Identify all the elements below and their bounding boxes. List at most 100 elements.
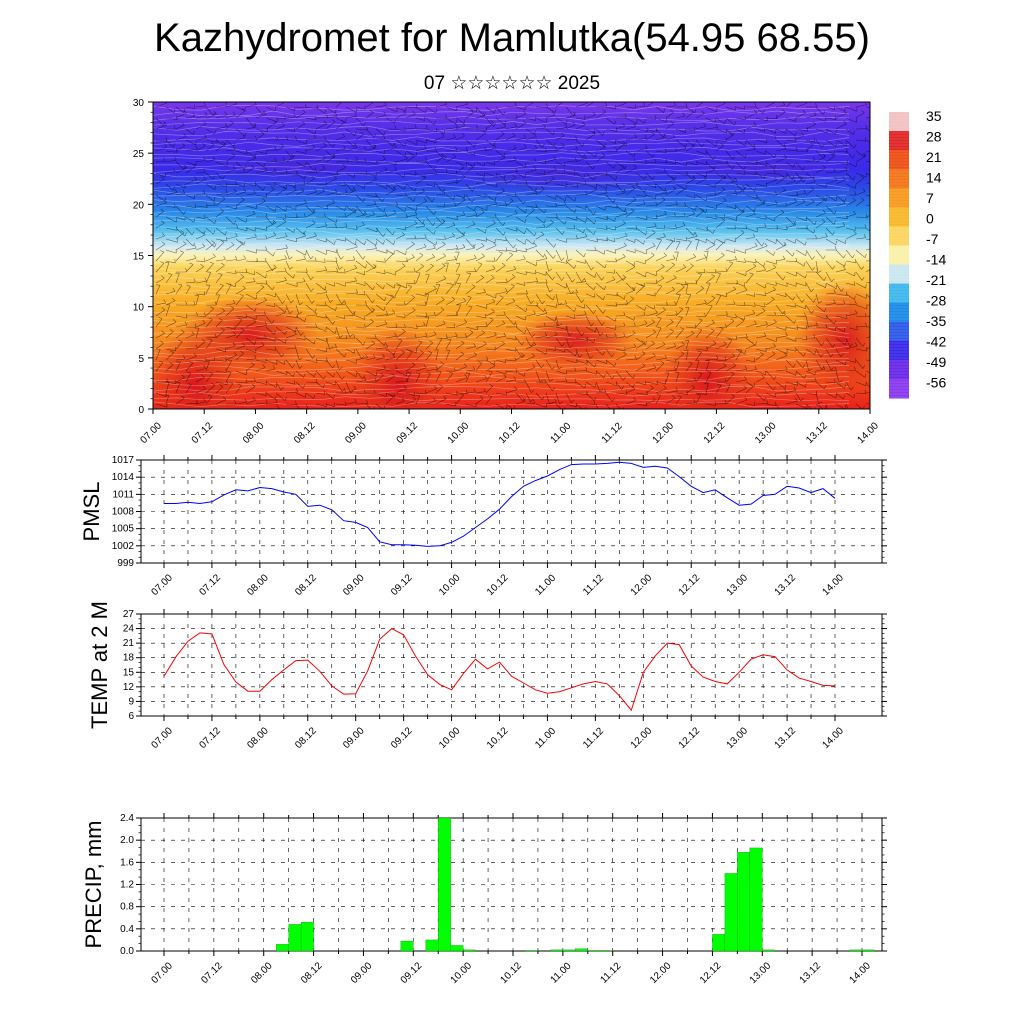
colorbar-label: -14 <box>926 252 946 268</box>
pmsl-ytick-label: 1005 <box>112 524 135 535</box>
isoline <box>153 256 850 262</box>
heatmap-xtick-label: 09.12 <box>395 420 421 446</box>
isoline <box>153 292 850 298</box>
isoline <box>153 188 850 194</box>
isoline <box>153 235 850 241</box>
isoline <box>153 349 850 356</box>
colorbar-swatch <box>889 283 909 304</box>
pmsl-xtick-label: 10.00 <box>437 572 463 598</box>
temp-xtick-label: 09.00 <box>341 725 367 751</box>
pmsl-xtick-label: 11.00 <box>533 572 558 597</box>
pmsl-ytick-label: 999 <box>117 558 134 569</box>
temp-ytick-label: 18 <box>123 653 135 664</box>
precip-bar <box>861 949 875 952</box>
precip-xtick-label: 10.00 <box>449 960 475 986</box>
heatmap-xtick-label: 11.12 <box>600 420 625 445</box>
isoline <box>153 219 850 226</box>
temp-xtick-label: 10.12 <box>485 725 511 751</box>
precip-xtick-label: 09.00 <box>349 960 375 986</box>
isoline <box>153 276 850 283</box>
precip-bar <box>276 944 289 952</box>
temp-ytick-label: 15 <box>123 667 135 678</box>
heatmap-xtick-label: 08.12 <box>292 420 318 446</box>
precip-bar <box>425 939 439 952</box>
temp-ytick-label: 21 <box>123 638 135 649</box>
precip-xtick-label: 09.12 <box>399 960 425 986</box>
isoline <box>153 157 850 163</box>
precip-xtick-label: 10.12 <box>498 960 524 986</box>
isoline <box>153 214 850 220</box>
precip-xtick-label: 08.00 <box>249 960 275 986</box>
chart-title: Kazhydromet for Mamlutka(54.95 68.55) <box>154 16 870 60</box>
colorbar-swatch <box>889 264 909 285</box>
heatmap-xtick-label: 14.00 <box>855 420 881 446</box>
precip-ytick-label: 0.4 <box>120 924 134 935</box>
temp-xtick-label: 08.00 <box>245 725 271 751</box>
pmsl-xtick-label: 08.00 <box>245 572 271 598</box>
precip-grid <box>141 817 882 952</box>
isoline <box>153 167 850 174</box>
isoline <box>153 339 850 345</box>
colorbar-label: -42 <box>926 334 946 350</box>
isoline <box>153 250 850 257</box>
colorbar-label: 21 <box>926 149 942 165</box>
temp-xtick-label: 07.00 <box>149 725 175 751</box>
isoline <box>153 396 850 402</box>
heatmap-xtick-label: 07.00 <box>138 420 164 446</box>
pmsl-xtick-label: 13.12 <box>773 572 799 598</box>
isoline <box>153 261 850 267</box>
precip-panel: 0.0 0.4 0.8 1.2 1.6 2.0 2.4 07.00 07.12 08.00 08.1… <box>81 813 887 986</box>
isoline <box>153 297 850 304</box>
temp-xtick-label: 09.12 <box>389 725 415 751</box>
heatmap-ytick-label: 30 <box>133 98 145 109</box>
precip-bar <box>300 922 314 952</box>
pmsl-ytick-label: 1017 <box>112 455 135 466</box>
isoline <box>153 308 849 314</box>
isoline <box>153 146 850 153</box>
precip-bar <box>438 817 451 952</box>
temp-xtick-label: 13.12 <box>773 725 799 751</box>
heatmap-ytick-label: 25 <box>133 149 145 160</box>
colorbar-label: 14 <box>926 170 942 186</box>
colorbar-label: -7 <box>926 231 939 247</box>
isoline <box>153 204 850 210</box>
pmsl-xtick-label: 11.12 <box>581 572 606 597</box>
isoline <box>153 152 850 157</box>
colorbar-swatch <box>889 112 909 132</box>
heatmap-warm-core <box>795 280 870 400</box>
precip-bar <box>400 940 414 952</box>
isoline <box>153 401 850 408</box>
isoline <box>153 240 850 246</box>
precip-ytick-label: 0.8 <box>120 902 134 913</box>
isoline <box>153 271 850 278</box>
isoline <box>153 370 850 376</box>
precip-ytick-label: 1.2 <box>120 880 134 891</box>
isoline <box>153 120 850 127</box>
pmsl-xtick-label: 07.12 <box>197 572 223 598</box>
heatmap-xtick-label: 12.00 <box>651 420 677 446</box>
temp-panel: 6 9 12 15 18 21 24 27 07.00 07.12 08.00 08.12 09.00 0… <box>87 601 887 751</box>
isoline <box>153 172 850 179</box>
precip-bar <box>749 847 763 952</box>
temp-xtick-label: 12.00 <box>629 725 655 751</box>
precip-bar <box>462 949 476 952</box>
colorbar-swatch <box>889 169 909 189</box>
precip-bar <box>762 949 775 952</box>
heatmap-xtick-label: 10.00 <box>446 420 472 446</box>
precip-bar <box>737 852 750 952</box>
colorbar-swatch <box>889 226 909 246</box>
isoline <box>153 287 850 293</box>
heatmap-warm-core <box>663 325 753 409</box>
temp-ytick-label: 12 <box>123 682 135 693</box>
colorbar-label: -56 <box>926 375 946 391</box>
wind-barb-set <box>155 102 870 409</box>
precip-bar <box>525 950 539 952</box>
precip-xtick-label: 11.00 <box>549 960 574 985</box>
colorbar-label: 28 <box>926 129 942 145</box>
temp-xtick-label: 14.00 <box>820 725 846 751</box>
heatmap-xtick-label: 11.00 <box>548 420 573 445</box>
precip-ytick-label: 0.0 <box>120 946 134 957</box>
precip-ytick-label: 2.4 <box>120 813 134 824</box>
colorbar-label: 35 <box>926 108 942 124</box>
